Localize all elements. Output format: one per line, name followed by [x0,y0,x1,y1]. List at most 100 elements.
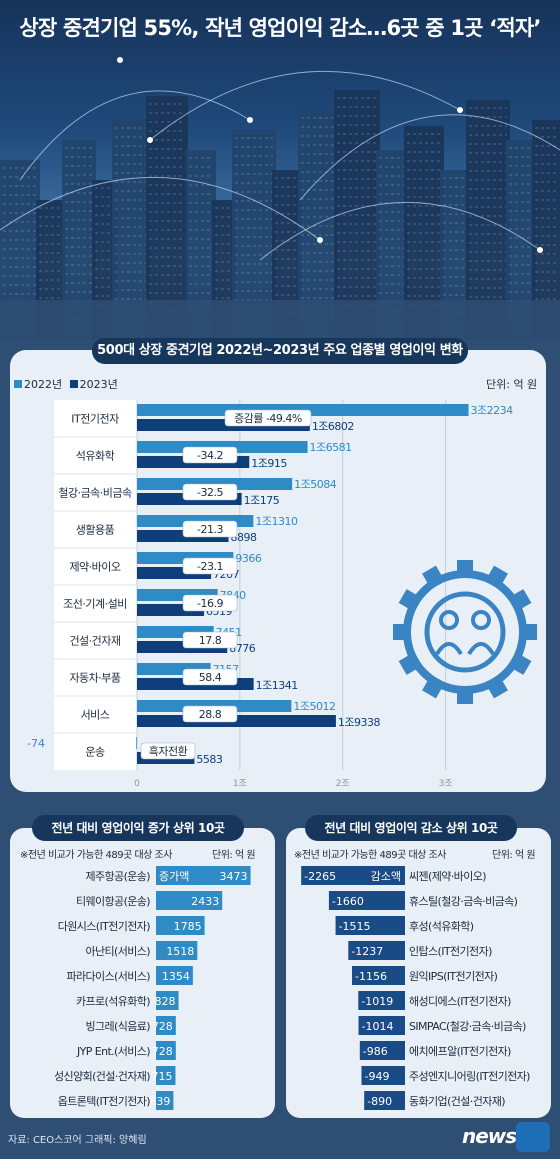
change-label: -32.5 [197,486,223,499]
value-label-2023: 1조6802 [312,420,354,433]
value-label: 1354 [162,970,190,983]
main-chart-title: 500대 상장 중견기업 2022년~2023년 주요 업종별 영업이익 변화 [92,338,468,364]
legend-swatch-2023 [69,380,78,388]
change-badge [182,557,238,575]
network-node [147,137,153,143]
value-label: 2433 [191,895,219,908]
value-label: 639 [149,1095,170,1108]
x-tick-label: 1조 [233,779,247,789]
network-node [247,117,253,123]
company-label: 씨젠(제약·바이오) [409,869,486,883]
network-arc [149,70,461,141]
value-label-2023: 1조915 [251,457,287,470]
network-arc [259,201,541,261]
network-node [317,237,323,243]
value-label-2022: 1조1310 [255,515,298,528]
decrease-note: ※전년 비교가 가능한 489곳 대상 조사 [294,850,446,861]
network-arc [299,114,560,201]
decrease-bar [361,1066,405,1085]
increase-bar [156,991,179,1010]
network-arc [0,177,321,241]
change-badge [182,446,238,464]
headline: 상장 중견기업 55%, 작년 영업이익 감소…6곳 중 1곳 ‘적자’ [19,16,541,40]
series-label: 감소액 [371,870,401,883]
company-label: JYP Ent.(서비스) [76,1045,150,1058]
company-label: 원익IPS(IT전기전자) [409,970,498,983]
decrease-bar [328,891,405,910]
network-node [537,247,543,253]
industry-profit-chart: 0 1조 2조 3조 IT전기전자 3조2234 1조6802 증감률 -49.4% 석유화학 1… [27,400,537,789]
value-label: -1515 [339,920,371,933]
main-legend: 2022년 2023년 [14,376,118,392]
company-label: SIMPAC(철강·금속·비금속) [409,1020,526,1033]
value-label: 728 [152,1045,173,1058]
value-label-2023: 1조1341 [256,679,298,692]
increase-bar [156,1041,176,1060]
legend-swatch-2022 [14,380,22,388]
x-tick-label: 2조 [336,779,350,789]
company-label: 제주항공(운송) [85,870,150,883]
value-label-2022: 3조2234 [471,404,514,417]
company-label: 파라다이스(서비스) [66,970,150,983]
change-badge [182,668,238,686]
main-unit: 단위: 억 원 [486,378,538,391]
decrease-title: 전년 대비 영업이익 감소 상위 10곳 [305,815,517,841]
value-label: -1156 [355,970,387,983]
skyline-building [334,90,380,340]
decrease-bar [348,941,405,960]
legend-label-2022: 2022년 [24,378,63,391]
value-label: -1019 [361,995,393,1008]
company-label: 주성엔지니어링(IT전기전자) [409,1070,530,1083]
category-label: IT전기전자 [71,413,119,426]
category-label: 조선·기계·설비 [63,598,127,611]
x-tick-label: 0 [134,779,140,789]
person-body-icon [435,642,463,656]
company-label: 해성디에스(IT전기전자) [409,994,511,1008]
gear-inner-ring [424,591,506,673]
change-label: 17.8 [199,634,222,647]
decrease-bar [352,966,405,985]
company-label: 성신양회(건설·건자재) [54,1070,150,1083]
decrease-bar [358,1016,405,1035]
company-label: 아난티(서비스) [85,945,150,958]
increase-bar [156,1091,174,1110]
category-label: 철강·금속·비금속 [58,487,132,500]
value-label-2022: -74 [27,737,45,750]
decrease-bar [359,1041,405,1060]
change-label: -16.9 [197,597,223,610]
change-badge [182,631,238,649]
legend-label-2023: 2023년 [79,378,118,391]
company-label: 빙그레(식음료) [85,1020,150,1033]
value-label: -2265 [304,870,336,883]
value-label: -986 [363,1045,388,1058]
value-label-2023: 1조9338 [338,716,381,729]
change-badge [140,742,196,760]
network-node [457,107,463,113]
category-label: 서비스 [81,709,110,722]
x-tick-label: 3조 [439,779,453,789]
value-label: -1660 [332,895,364,908]
value-label: 1785 [174,920,202,933]
company-label: 휴스틸(철강·금속·비금속) [409,895,518,908]
change-badge [182,520,238,538]
change-label: 증감률 -49.4% [234,412,302,425]
person-head-icon [439,610,459,630]
company-label: 동화기업(건설·건자재) [409,1095,505,1108]
decrease-bar [364,1091,405,1110]
company-label: 에치에프알(IT전기전자) [409,1044,511,1058]
bar-2022 [136,737,137,749]
increase-bar [156,1016,176,1035]
person-head-icon [471,610,491,630]
change-label: 흑자전환 [149,744,188,758]
change-label: -23.1 [197,560,223,573]
change-label: -21.3 [197,523,223,536]
decrease-unit: 단위: 억 원 [492,850,536,861]
person-body-icon [467,642,495,656]
value-label-2022: 1조6581 [310,441,352,454]
increase-bar [156,916,205,935]
decrease-bar [301,866,405,885]
value-label: 715 [151,1070,172,1083]
change-label: -34.2 [197,449,223,462]
change-label: 58.4 [199,671,222,684]
